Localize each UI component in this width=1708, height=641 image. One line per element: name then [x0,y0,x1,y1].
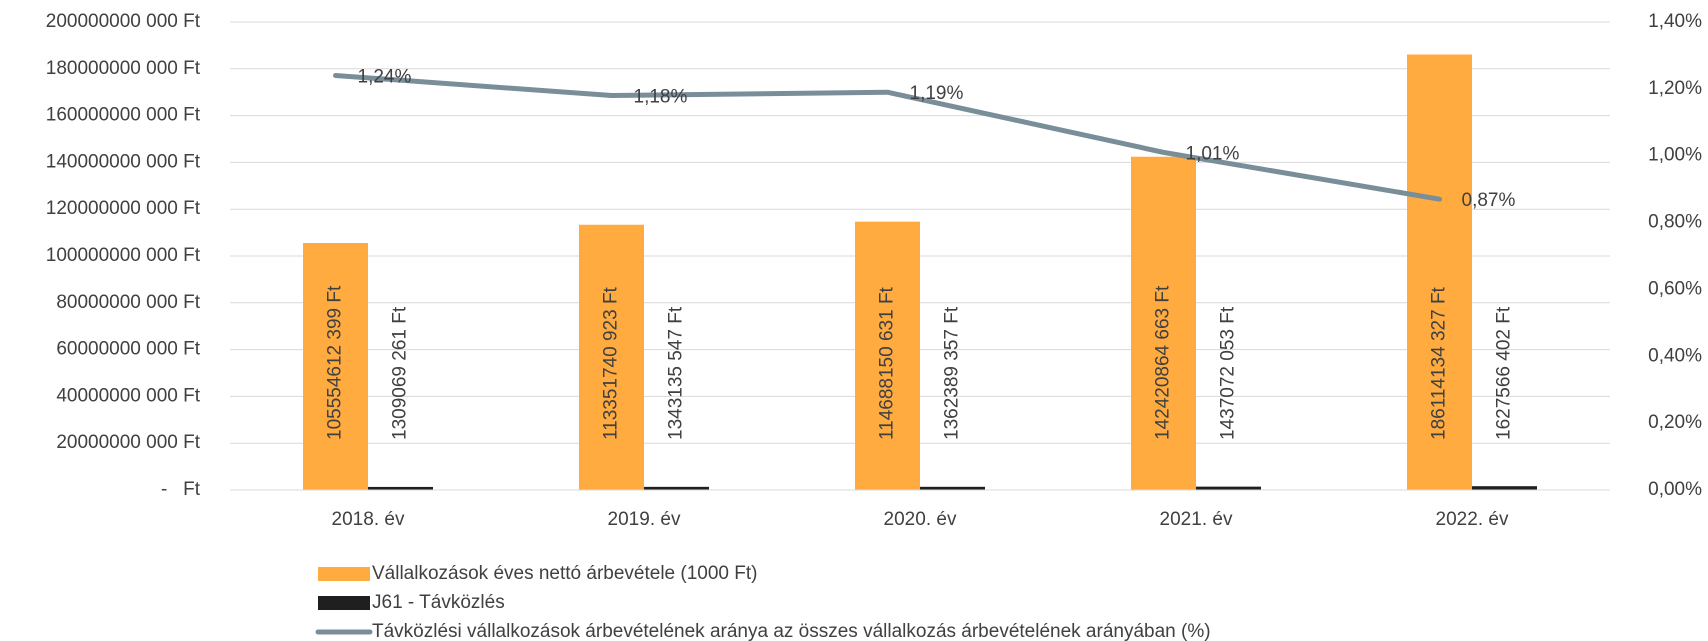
legend-swatch [318,596,370,610]
legend-label: Távközlési vállalkozások árbevételének a… [372,621,1211,641]
bar-value-label: 1437072 053 Ft [1218,306,1239,440]
x-tick-label: 2019. év [608,509,681,530]
line-value-label: 1,01% [1186,143,1240,164]
bar [1196,486,1261,490]
y-tick-label: 40000000 000 Ft [56,385,200,406]
y2-tick-label: 0,20% [1648,412,1702,433]
bar-value-label: 1627566 402 Ft [1494,306,1515,440]
bar-value-label: 1343135 547 Ft [666,306,687,440]
bar [303,243,368,490]
y2-tick-label: 0,60% [1648,278,1702,299]
bar [855,221,920,490]
y-tick-label: 120000000 000 Ft [46,198,201,219]
y-tick-label: 140000000 000 Ft [46,151,201,172]
y-tick-label: 180000000 000 Ft [46,58,201,79]
x-tick-label: 2022. év [1436,509,1509,530]
bar [1407,54,1472,491]
y2-tick-label: 0,80% [1648,212,1702,233]
bar-value-label: 142420864 663 Ft [1153,285,1174,440]
y-tick-label: 100000000 000 Ft [46,245,201,266]
bar [1131,156,1196,491]
y-tick-label: - Ft [161,479,201,500]
bar [644,486,709,490]
y-tick-label: 20000000 000 Ft [56,432,200,453]
line-value-label: 0,87% [1462,190,1516,211]
legend-label: Vállalkozások éves nettó árbevétele (100… [372,563,758,584]
x-tick-label: 2020. év [884,509,957,530]
line [333,72,1442,202]
bar-value-label: 113351740 923 Ft [601,286,622,440]
y2-tick-label: 1,40% [1648,11,1702,32]
y2-tick-label: 1,20% [1648,78,1702,99]
line-value-label: 1,18% [634,87,688,108]
bar-value-label: 114688150 631 Ft [877,286,898,440]
legend-swatch [318,567,370,581]
x-tick-label: 2021. év [1160,509,1233,530]
legend-label: J61 - Távközlés [372,592,505,613]
y-tick-label: 60000000 000 Ft [56,339,200,360]
y-tick-label: 200000000 000 Ft [46,11,201,32]
x-tick-label: 2018. év [332,509,405,530]
y-tick-label: 80000000 000 Ft [56,292,200,313]
bar-value-label: 1362389 357 Ft [942,306,963,440]
y-tick-label: 160000000 000 Ft [46,105,201,126]
bar [368,486,433,490]
line-value-label: 1,19% [910,83,964,104]
y2-tick-label: 0,00% [1648,479,1702,500]
y2-tick-label: 1,00% [1648,145,1702,166]
bar-value-label: 1309069 261 Ft [390,306,411,440]
bar [1472,486,1537,490]
bar-value-label: 186114134 327 Ft [1429,286,1450,440]
line-value-label: 1,24% [358,67,412,88]
bar [579,224,644,490]
y2-tick-label: 0,40% [1648,345,1702,366]
bar-value-label: 105554612 399 Ft [325,285,346,440]
bar [920,486,985,490]
